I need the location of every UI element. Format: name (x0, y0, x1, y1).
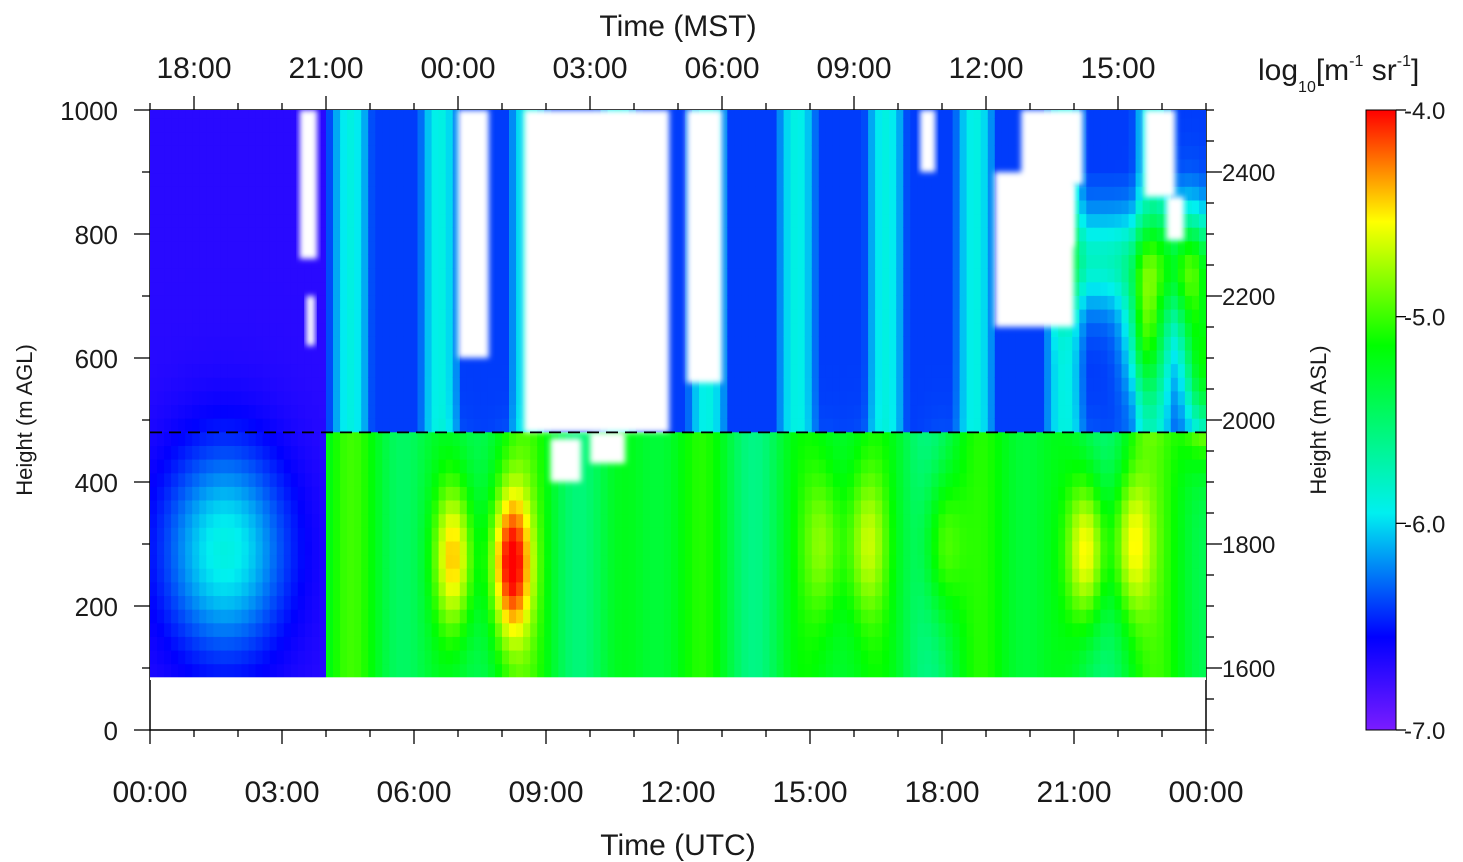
y-right-tick-label: 2200 (1222, 284, 1275, 311)
y-right-tick-label: 2000 (1222, 408, 1275, 435)
x-bottom-axis-label: Time (UTC) (600, 829, 756, 862)
y-left-tick-label: 800 (75, 220, 118, 250)
x-top-tick-label: 15:00 (1080, 52, 1155, 85)
y-left-tick-label: 400 (75, 468, 118, 498)
x-top-tick-label: 06:00 (684, 52, 759, 85)
colorbar-tick-label: -4.0 (1404, 98, 1445, 125)
y-left-tick-label: 0 (104, 716, 118, 746)
x-bottom-axis: 00:00 03:00 06:00 09:00 12:00 15:00 18:00 21:00… (112, 730, 1244, 809)
x-top-tick-label: 00:00 (420, 52, 495, 85)
colorbar-tick-label: -6.0 (1404, 511, 1445, 538)
y-right-tick-label: 1600 (1222, 656, 1275, 683)
x-top-tick-label: 21:00 (288, 52, 363, 85)
y-right-tick-label: 2400 (1222, 160, 1275, 187)
x-bottom-tick-label: 03:00 (244, 776, 319, 809)
colorbar-tick-label: -5.0 (1404, 305, 1445, 332)
y-left-tick-label: 1000 (60, 96, 118, 126)
x-bottom-tick-label: 09:00 (508, 776, 583, 809)
x-top-axis-label: Time (MST) (599, 10, 756, 43)
y-right-tick-label: 1800 (1222, 532, 1275, 559)
colorbar-label: log10[m-1 sr-1] (1258, 53, 1419, 96)
y-right-axis-label: Height (m ASL) (1306, 345, 1331, 494)
x-bottom-tick-label: 15:00 (772, 776, 847, 809)
x-top-tick-label: 03:00 (552, 52, 627, 85)
x-bottom-tick-label: 00:00 (1168, 776, 1243, 809)
y-left-axis: 0 200 400 600 800 1000 (60, 96, 150, 746)
colorbar (1365, 109, 1397, 731)
x-top-axis: 18:00 21:00 00:00 03:00 06:00 09:00 12:00 15:00 (149, 52, 1207, 110)
x-bottom-tick-label: 21:00 (1036, 776, 1111, 809)
x-bottom-tick-label: 06:00 (376, 776, 451, 809)
x-top-tick-label: 12:00 (948, 52, 1023, 85)
heatmap-field (150, 110, 1206, 680)
y-left-tick-label: 600 (75, 344, 118, 374)
x-top-tick-label: 18:00 (156, 52, 231, 85)
y-left-tick-label: 200 (75, 592, 118, 622)
colorbar-tick-label: -7.0 (1404, 718, 1445, 745)
x-top-tick-label: 09:00 (816, 52, 891, 85)
x-bottom-tick-label: 00:00 (112, 776, 187, 809)
y-right-axis: 1600 1800 2000 2200 2400 (1206, 109, 1275, 731)
x-bottom-tick-label: 12:00 (640, 776, 715, 809)
x-bottom-tick-label: 18:00 (904, 776, 979, 809)
y-left-axis-label: Height (m AGL) (12, 344, 37, 496)
colorbar-ticks: -4.0 -5.0 -6.0 -7.0 (1396, 98, 1445, 745)
